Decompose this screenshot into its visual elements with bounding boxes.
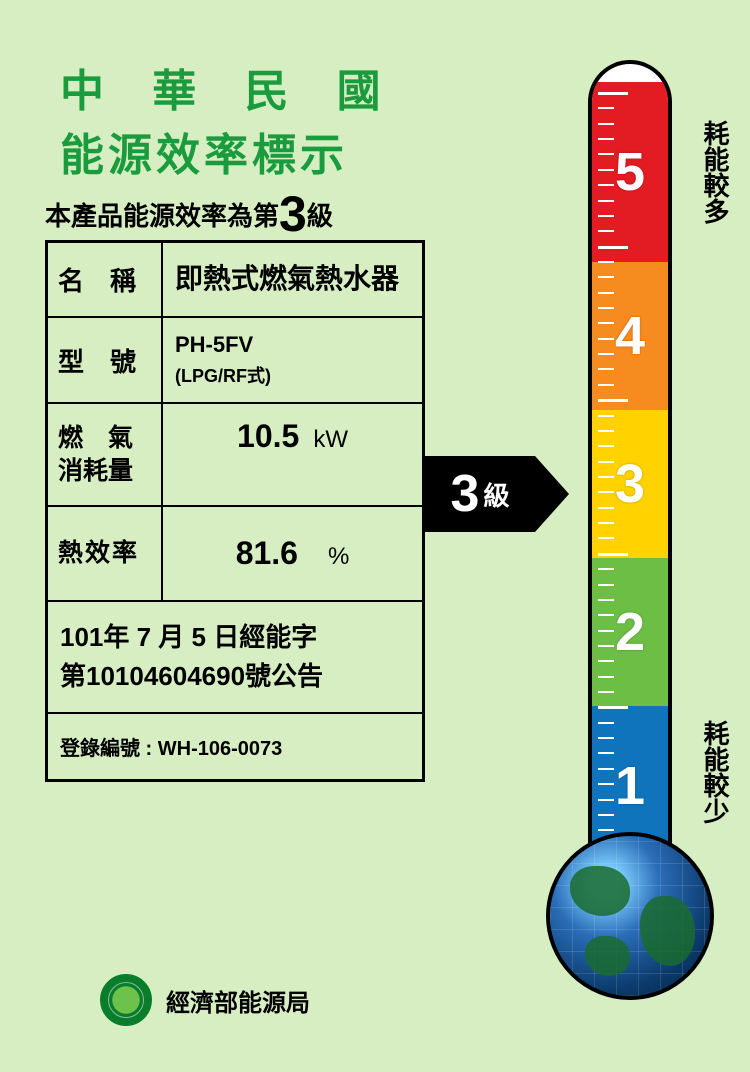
gas-unit: kW xyxy=(313,426,348,454)
pointer-number: 3 xyxy=(451,464,480,524)
title-block: 中 華 民 國 能源效率標示 xyxy=(60,55,410,183)
eff-label: 熱效率 xyxy=(48,507,163,600)
info-table: 名 稱 即熱式燃氣熱水器 型 號 PH-5FV (LPG/RF式) 燃 氣 消耗… xyxy=(45,240,425,782)
thermometer-segment-3: 3 xyxy=(592,410,668,558)
agency-name: 經濟部能源局 xyxy=(166,983,310,1018)
eff-unit: % xyxy=(328,543,349,571)
agency-seal-icon xyxy=(100,974,152,1026)
gas-value-cell: 10.5 kW xyxy=(163,404,422,505)
row-model: 型 號 PH-5FV (LPG/RF式) xyxy=(48,318,422,404)
agency-block: 經濟部能源局 xyxy=(100,974,310,1026)
model-value: PH-5FV xyxy=(175,332,410,358)
side-label-low: 耗能較少 xyxy=(699,720,730,824)
rating-prefix: 本產品能源效率為第 xyxy=(45,201,279,231)
gas-value: 10.5 xyxy=(237,418,299,455)
pointer-suffix: 級 xyxy=(483,476,509,513)
eff-value: 81.6 xyxy=(236,535,298,572)
name-value: 即熱式燃氣熱水器 xyxy=(163,243,422,316)
row-name: 名 稱 即熱式燃氣熱水器 xyxy=(48,243,422,318)
model-sub: (LPG/RF式) xyxy=(175,362,410,388)
thermometer-segment-label: 4 xyxy=(615,305,645,367)
thermometer-segment-label: 3 xyxy=(615,453,645,515)
eff-value-cell: 81.6 % xyxy=(163,507,422,600)
thermometer-bulb-globe-icon xyxy=(546,832,714,1000)
rating-sentence: 本產品能源效率為第3級 xyxy=(45,185,333,243)
rating-pointer: 3 級 xyxy=(425,456,535,532)
reg-value: WH-106-0073 xyxy=(158,738,283,760)
announce-line-1: 101年 7 月 5 日經能字 xyxy=(60,618,410,657)
thermometer-segment-4: 4 xyxy=(592,262,668,410)
thermometer-segment-label: 5 xyxy=(615,141,645,203)
row-eff: 熱效率 81.6 % xyxy=(48,507,422,602)
side-label-high: 耗能較多 xyxy=(699,120,730,224)
gas-label-2: 消耗量 xyxy=(58,455,151,488)
title-line-2: 能源效率標示 xyxy=(60,119,410,183)
model-value-cell: PH-5FV (LPG/RF式) xyxy=(163,318,422,402)
gas-label-1: 燃 氣 xyxy=(58,422,151,455)
reg-label: 登錄編號 : xyxy=(60,738,152,760)
thermometer-segment-2: 2 xyxy=(592,558,668,706)
thermometer-segment-label: 2 xyxy=(615,601,645,663)
eff-label-text: 熱效率 xyxy=(58,537,139,570)
rating-number: 3 xyxy=(279,186,307,242)
thermometer-segment-5: 5 xyxy=(592,82,668,262)
gas-label: 燃 氣 消耗量 xyxy=(48,404,163,505)
row-announce: 101年 7 月 5 日經能字 第10104604690號公告 xyxy=(48,602,422,714)
name-value-text: 即熱式燃氣熱水器 xyxy=(175,261,410,297)
thermometer-tube: 5 4 3 2 1 xyxy=(588,60,672,860)
thermometer-segment-label: 1 xyxy=(615,755,645,817)
name-label: 名 稱 xyxy=(48,243,163,316)
row-gas: 燃 氣 消耗量 10.5 kW xyxy=(48,404,422,507)
model-label: 型 號 xyxy=(48,318,163,402)
rating-suffix: 級 xyxy=(307,201,333,231)
announce-line-2: 第10104604690號公告 xyxy=(60,657,410,696)
row-registration: 登錄編號 : WH-106-0073 xyxy=(48,714,422,779)
title-line-1: 中 華 民 國 xyxy=(60,55,410,119)
thermometer: 5 4 3 2 1 xyxy=(570,60,690,1040)
